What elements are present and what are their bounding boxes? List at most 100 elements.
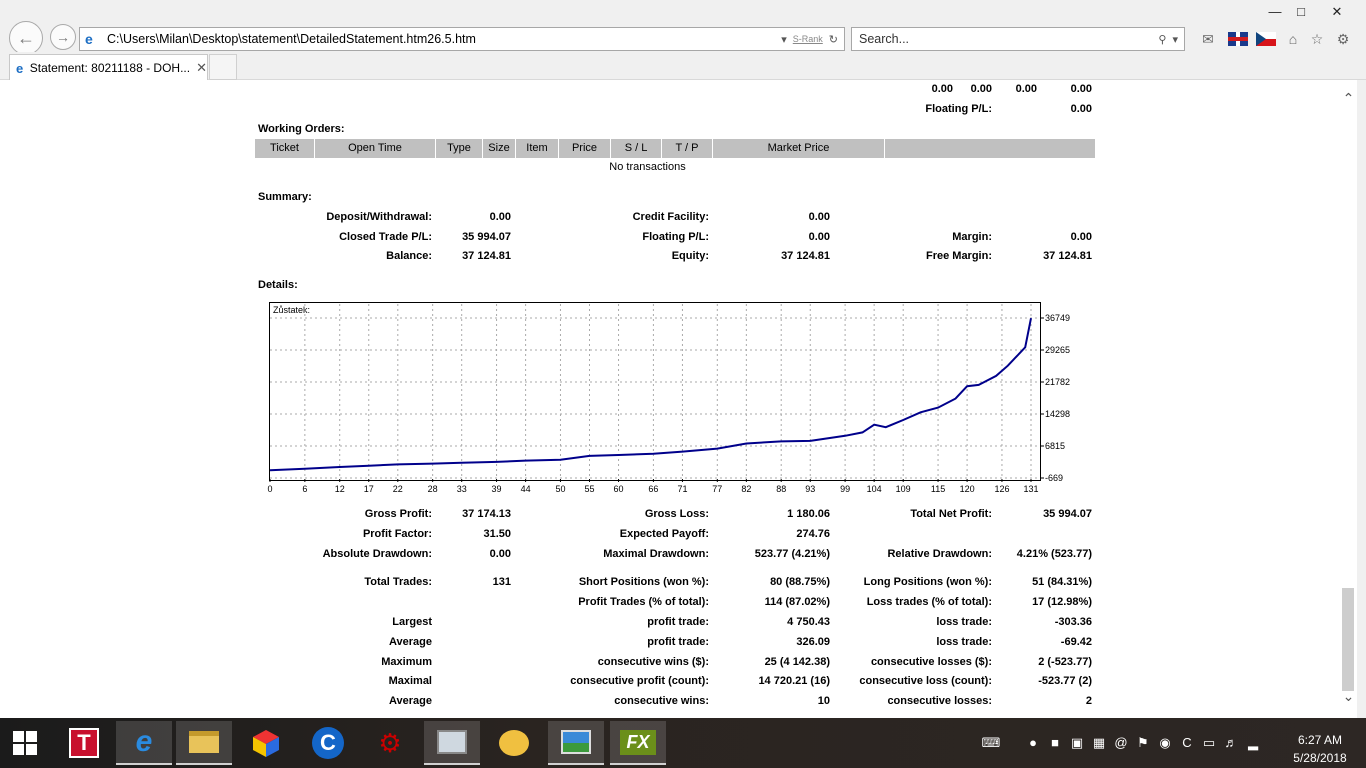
chart-x-tick-label: 126: [994, 484, 1009, 494]
col-item: Item: [516, 139, 559, 158]
colors-tray-icon[interactable]: ▦: [1092, 735, 1106, 750]
search-dropdown-icon[interactable]: ▾: [1172, 33, 1178, 46]
scroll-down-icon[interactable]: ⌄: [1342, 688, 1355, 704]
balance-chart-svg: 36749 29265 21782 14298 6815 -669 0 6 12 17 22 28 33…: [267, 304, 1070, 494]
paint-tray-icon[interactable]: ●: [1029, 735, 1037, 750]
lock-tray-icon[interactable]: ◉: [1159, 735, 1171, 750]
equity-value: 37 124.81: [781, 250, 830, 262]
chart-y-tick-label: -669: [1045, 473, 1063, 483]
paint-icon[interactable]: [486, 721, 542, 765]
star-icon[interactable]: ☆: [1310, 31, 1324, 47]
home-icon[interactable]: ⌂: [1288, 31, 1298, 47]
at-tray-icon[interactable]: @: [1114, 735, 1128, 750]
mail-icon[interactable]: ✉: [1202, 31, 1214, 47]
top-value-3: 0.00: [1015, 83, 1037, 95]
maximal-consecutive-loss-label: consecutive loss (count):: [859, 675, 992, 687]
monitor-app-icon[interactable]: [424, 721, 480, 765]
cube-app-icon[interactable]: [238, 721, 294, 765]
chart-x-tick-label: 115: [931, 484, 945, 494]
avg-consecutive-losses-value: 2: [1085, 695, 1092, 707]
clock-time[interactable]: 6:27 AM: [1297, 733, 1343, 747]
chart-balance-line: [269, 318, 1032, 472]
col-size: Size: [483, 139, 516, 158]
maximize-button[interactable]: □: [1297, 4, 1305, 19]
closed-pl-label: Closed Trade P/L:: [339, 231, 432, 243]
refresh-icon[interactable]: ↻: [828, 33, 838, 46]
scroll-up-icon[interactable]: ⌃: [1342, 90, 1355, 106]
photos-icon[interactable]: [548, 721, 604, 765]
maximal-consecutive-loss-value: -523.77 (2): [1038, 675, 1092, 687]
back-button[interactable]: ←: [9, 21, 43, 55]
col-open-time: Open Time: [315, 139, 436, 158]
chart-y-tick-label: 36749: [1045, 313, 1070, 323]
scroll-thumb[interactable]: [1342, 588, 1354, 691]
power-tray-icon[interactable]: ▭: [1202, 735, 1216, 750]
closed-pl-value: 35 994.07: [462, 231, 511, 243]
new-tab-button[interactable]: [209, 54, 237, 80]
chart-x-tick-label: 120: [960, 484, 975, 494]
t-app-icon[interactable]: T: [56, 721, 112, 765]
chart-x-tick-label: 44: [521, 484, 531, 494]
chart-x-tick-label: 12: [335, 484, 345, 494]
ccleaner-icon[interactable]: C: [300, 721, 356, 765]
largest-loss-label: loss trade:: [936, 616, 992, 628]
chart-x-tick-label: 104: [867, 484, 882, 494]
search-icon[interactable]: ⚲: [1158, 33, 1167, 46]
signal-icon[interactable]: ▂: [1248, 735, 1258, 750]
close-icon[interactable]: ✕: [196, 60, 207, 75]
credit-label: Credit Facility:: [632, 211, 709, 223]
file-explorer-icon[interactable]: [176, 721, 232, 765]
flag-tray-icon[interactable]: ⚑: [1137, 735, 1149, 750]
chart-x-tick-label: 60: [614, 484, 624, 494]
keyboard-icon[interactable]: ⌨: [981, 735, 1001, 750]
chart-x-tick-label: 50: [555, 484, 565, 494]
tab-statement[interactable]: e Statement: 80211188 - DOH... ✕: [9, 54, 208, 81]
uk-flag-icon[interactable]: [1228, 32, 1248, 46]
palette-glyph: [499, 730, 529, 756]
max-consecutive-wins-value: 25 (4 142.38): [764, 656, 830, 668]
gear-app-icon[interactable]: ⚙: [378, 727, 402, 758]
dropdown-icon[interactable]: ▾: [781, 33, 787, 46]
largest-loss-value: -303.36: [1054, 616, 1092, 628]
cz-flag-icon[interactable]: [1256, 32, 1276, 46]
ie-icon: e: [16, 60, 24, 76]
gear-icon[interactable]: ⚙: [1336, 31, 1350, 47]
chart-y-tick-label: 21782: [1045, 377, 1070, 387]
total-net-profit-label: Total Net Profit:: [910, 508, 992, 520]
ie-icon[interactable]: e: [116, 721, 172, 765]
clock-date[interactable]: 5/28/2018: [1293, 751, 1347, 765]
close-window-button[interactable]: ✕: [1331, 4, 1343, 19]
summary-floating-label: Floating P/L:: [642, 231, 709, 243]
start-button[interactable]: [0, 718, 50, 768]
ccleaner-tray-icon[interactable]: C: [1182, 735, 1192, 750]
address-text[interactable]: C:\Users\Milan\Desktop\statement\Detaile…: [107, 32, 476, 46]
balance-chart: [269, 302, 1041, 481]
top-value-4: 0.00: [1070, 83, 1092, 95]
tray-app-icon[interactable]: ▣: [1070, 735, 1084, 750]
volume-icon[interactable]: ♬: [1224, 735, 1238, 750]
chart-x-tick-label: 39: [492, 484, 502, 494]
floating-pl-label: Floating P/L:: [925, 103, 992, 115]
search-bar[interactable]: Search... ⚲ ▾: [851, 27, 1185, 51]
srank-label[interactable]: S-Rank: [792, 34, 823, 44]
search-input[interactable]: Search...: [859, 32, 910, 46]
page-content: 0.00 0.00 0.00 0.00 Floating P/L: 0.00 W…: [0, 80, 1340, 718]
minimize-button[interactable]: —: [1268, 4, 1282, 19]
network-drive-icon[interactable]: ■: [1051, 735, 1059, 750]
gross-loss-value: 1 180.06: [787, 508, 830, 520]
taskbar: T e C ⚙ FX ⌨ ● ■ ▣ ▦ @ ⚑ ◉ C ▭ ♬ ▂ 6:27 …: [0, 718, 1366, 768]
profit-trades-value: 114 (87.02%): [764, 596, 830, 608]
largest-label: Largest: [392, 616, 432, 628]
summary-title: Summary:: [258, 191, 312, 203]
fx-glyph: FX: [620, 729, 656, 755]
total-trades-label: Total Trades:: [364, 576, 432, 588]
vertical-scrollbar[interactable]: ⌃ ⌄: [1340, 80, 1357, 718]
forward-button[interactable]: →: [50, 24, 76, 50]
absolute-drawdown-value: 0.00: [489, 548, 511, 560]
chart-x-tick-label: 77: [712, 484, 722, 494]
back-arrow-icon: ←: [17, 27, 35, 48]
maximal-drawdown-value: 523.77 (4.21%): [754, 548, 830, 560]
address-bar[interactable]: e C:\Users\Milan\Desktop\statement\Detai…: [79, 27, 845, 51]
fx-app-icon[interactable]: FX: [610, 721, 666, 765]
average-loss-label: loss trade:: [936, 636, 992, 648]
